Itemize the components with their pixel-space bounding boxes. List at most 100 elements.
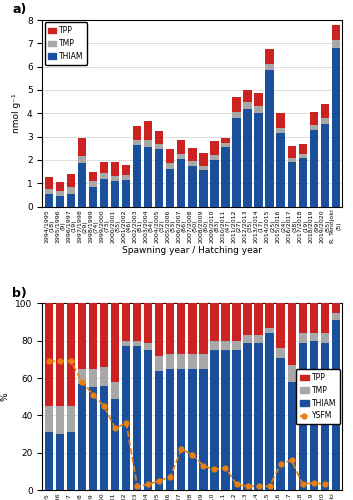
- Bar: [111, 176, 119, 181]
- Bar: [111, 181, 119, 206]
- Bar: [45, 177, 53, 188]
- Bar: [188, 369, 197, 490]
- Bar: [232, 304, 241, 341]
- Bar: [221, 341, 229, 350]
- Bar: [199, 369, 208, 490]
- Bar: [276, 114, 285, 128]
- Bar: [265, 49, 274, 64]
- Bar: [321, 304, 329, 334]
- Bar: [310, 341, 318, 490]
- Bar: [122, 346, 130, 490]
- Bar: [232, 118, 241, 206]
- Bar: [210, 341, 219, 350]
- Bar: [78, 156, 86, 164]
- Bar: [177, 154, 185, 158]
- Bar: [89, 172, 97, 181]
- Bar: [177, 304, 185, 354]
- Bar: [221, 350, 229, 490]
- Bar: [210, 350, 219, 490]
- Bar: [188, 148, 197, 161]
- Bar: [288, 304, 296, 365]
- Bar: [332, 304, 340, 313]
- Bar: [244, 102, 252, 108]
- Bar: [244, 304, 252, 335]
- Bar: [232, 97, 241, 112]
- Bar: [332, 48, 340, 206]
- Bar: [45, 304, 53, 406]
- Bar: [144, 350, 152, 490]
- Bar: [133, 126, 141, 140]
- Bar: [255, 114, 263, 206]
- Bar: [122, 164, 130, 175]
- Bar: [122, 341, 130, 346]
- Bar: [177, 354, 185, 369]
- Bar: [299, 334, 307, 342]
- Bar: [100, 178, 108, 206]
- Bar: [265, 334, 274, 490]
- Bar: [332, 40, 340, 48]
- Bar: [332, 24, 340, 40]
- Bar: [310, 130, 318, 206]
- Bar: [232, 341, 241, 350]
- Bar: [122, 304, 130, 341]
- Legend: TPP, TMP, THIAM, YSFM: TPP, TMP, THIAM, YSFM: [296, 369, 340, 424]
- Bar: [67, 186, 75, 194]
- Bar: [244, 90, 252, 102]
- Bar: [144, 122, 152, 140]
- Bar: [255, 94, 263, 106]
- Bar: [221, 147, 229, 206]
- Bar: [166, 369, 174, 490]
- Bar: [177, 140, 185, 154]
- Bar: [78, 369, 86, 384]
- Legend: TPP, TMP, THIAM: TPP, TMP, THIAM: [44, 22, 88, 64]
- Bar: [45, 406, 53, 432]
- Bar: [78, 384, 86, 490]
- Bar: [144, 342, 152, 350]
- Bar: [188, 166, 197, 206]
- Bar: [276, 304, 285, 348]
- Bar: [199, 170, 208, 206]
- Bar: [232, 112, 241, 118]
- Bar: [166, 150, 174, 164]
- Bar: [155, 304, 163, 356]
- Bar: [299, 158, 307, 206]
- Bar: [67, 304, 75, 406]
- Bar: [89, 388, 97, 490]
- Bar: [67, 432, 75, 490]
- Text: b): b): [12, 287, 27, 300]
- Bar: [255, 106, 263, 114]
- Bar: [122, 180, 130, 206]
- Bar: [144, 304, 152, 343]
- Bar: [78, 138, 86, 156]
- Bar: [78, 164, 86, 206]
- Bar: [276, 348, 285, 358]
- Bar: [133, 346, 141, 490]
- Bar: [89, 186, 97, 206]
- Bar: [89, 181, 97, 186]
- Bar: [299, 304, 307, 334]
- Bar: [155, 356, 163, 370]
- Bar: [155, 150, 163, 206]
- Bar: [166, 169, 174, 206]
- Bar: [288, 158, 296, 162]
- Bar: [166, 354, 174, 369]
- Bar: [122, 175, 130, 180]
- Bar: [210, 160, 219, 206]
- Bar: [288, 146, 296, 158]
- Bar: [321, 334, 329, 342]
- Bar: [56, 182, 64, 192]
- Bar: [188, 354, 197, 369]
- Bar: [133, 341, 141, 346]
- Bar: [67, 406, 75, 432]
- Bar: [321, 104, 329, 118]
- Bar: [166, 164, 174, 169]
- Bar: [100, 304, 108, 367]
- Bar: [244, 342, 252, 490]
- Text: a): a): [12, 4, 27, 16]
- Bar: [144, 140, 152, 147]
- Bar: [276, 133, 285, 206]
- Bar: [265, 304, 274, 328]
- Bar: [288, 365, 296, 382]
- Bar: [288, 162, 296, 206]
- Bar: [265, 64, 274, 70]
